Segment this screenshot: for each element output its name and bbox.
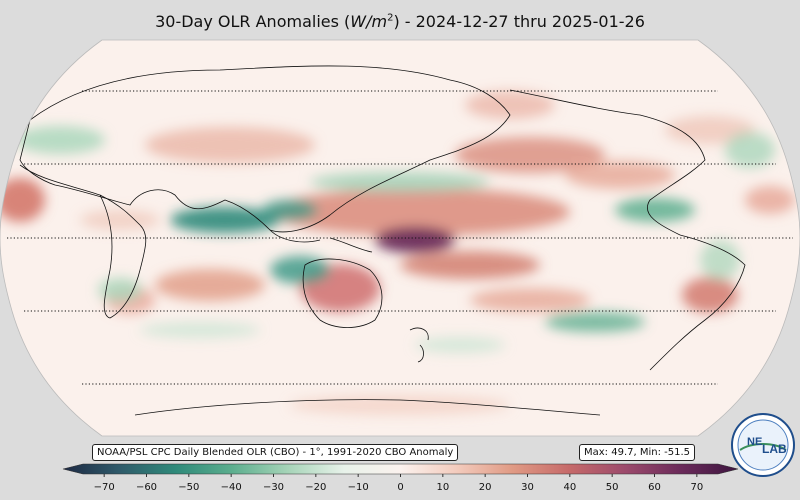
colorbar-tick-label: 0 xyxy=(397,482,403,493)
colorbar-tick-label: 30 xyxy=(521,482,534,493)
colorbar-tick-label: −40 xyxy=(221,482,242,493)
colorbar-tick-label: −30 xyxy=(263,482,284,493)
colorbar-tick-label: −50 xyxy=(178,482,199,493)
colorbar-tick-label: −10 xyxy=(348,482,369,493)
noaa-physical-sciences-lab-logo: NE LAB xyxy=(731,413,795,477)
colorbar-tick-label: −60 xyxy=(136,482,157,493)
anomaly-field xyxy=(0,40,800,436)
colorbar-tick-label: 60 xyxy=(648,482,661,493)
max-min-stats: Max: 49.7, Min: -51.5 xyxy=(579,444,696,461)
colorbar-tick-label: −70 xyxy=(94,482,115,493)
latitude-gridlines xyxy=(7,90,793,385)
colorbar-tick-label: 70 xyxy=(690,482,703,493)
coastlines xyxy=(19,65,746,416)
colorbar-tick-label: 20 xyxy=(479,482,492,493)
colorbar-tick-label: −20 xyxy=(305,482,326,493)
colorbar-tick-label: 50 xyxy=(606,482,619,493)
map-title: 30-Day OLR Anomalies (W/m2) - 2024-12-27… xyxy=(155,12,645,31)
logo-text-b: LAB xyxy=(762,442,787,456)
logo-text-a: NE xyxy=(747,436,762,448)
colorbar-bar xyxy=(62,463,739,475)
data-source-label: NOAA/PSL CPC Daily Blended OLR (CBO) - 1… xyxy=(92,444,459,461)
globe-outline xyxy=(0,39,800,437)
olr-anomaly-map xyxy=(0,39,800,437)
colorbar-tick-label: 10 xyxy=(436,482,449,493)
colorbar-tick-label: 40 xyxy=(563,482,576,493)
colorbar: −70 −60 −50 −40 −30 −20 −10 0 10 20 30 40 50 60 70 xyxy=(62,463,739,493)
